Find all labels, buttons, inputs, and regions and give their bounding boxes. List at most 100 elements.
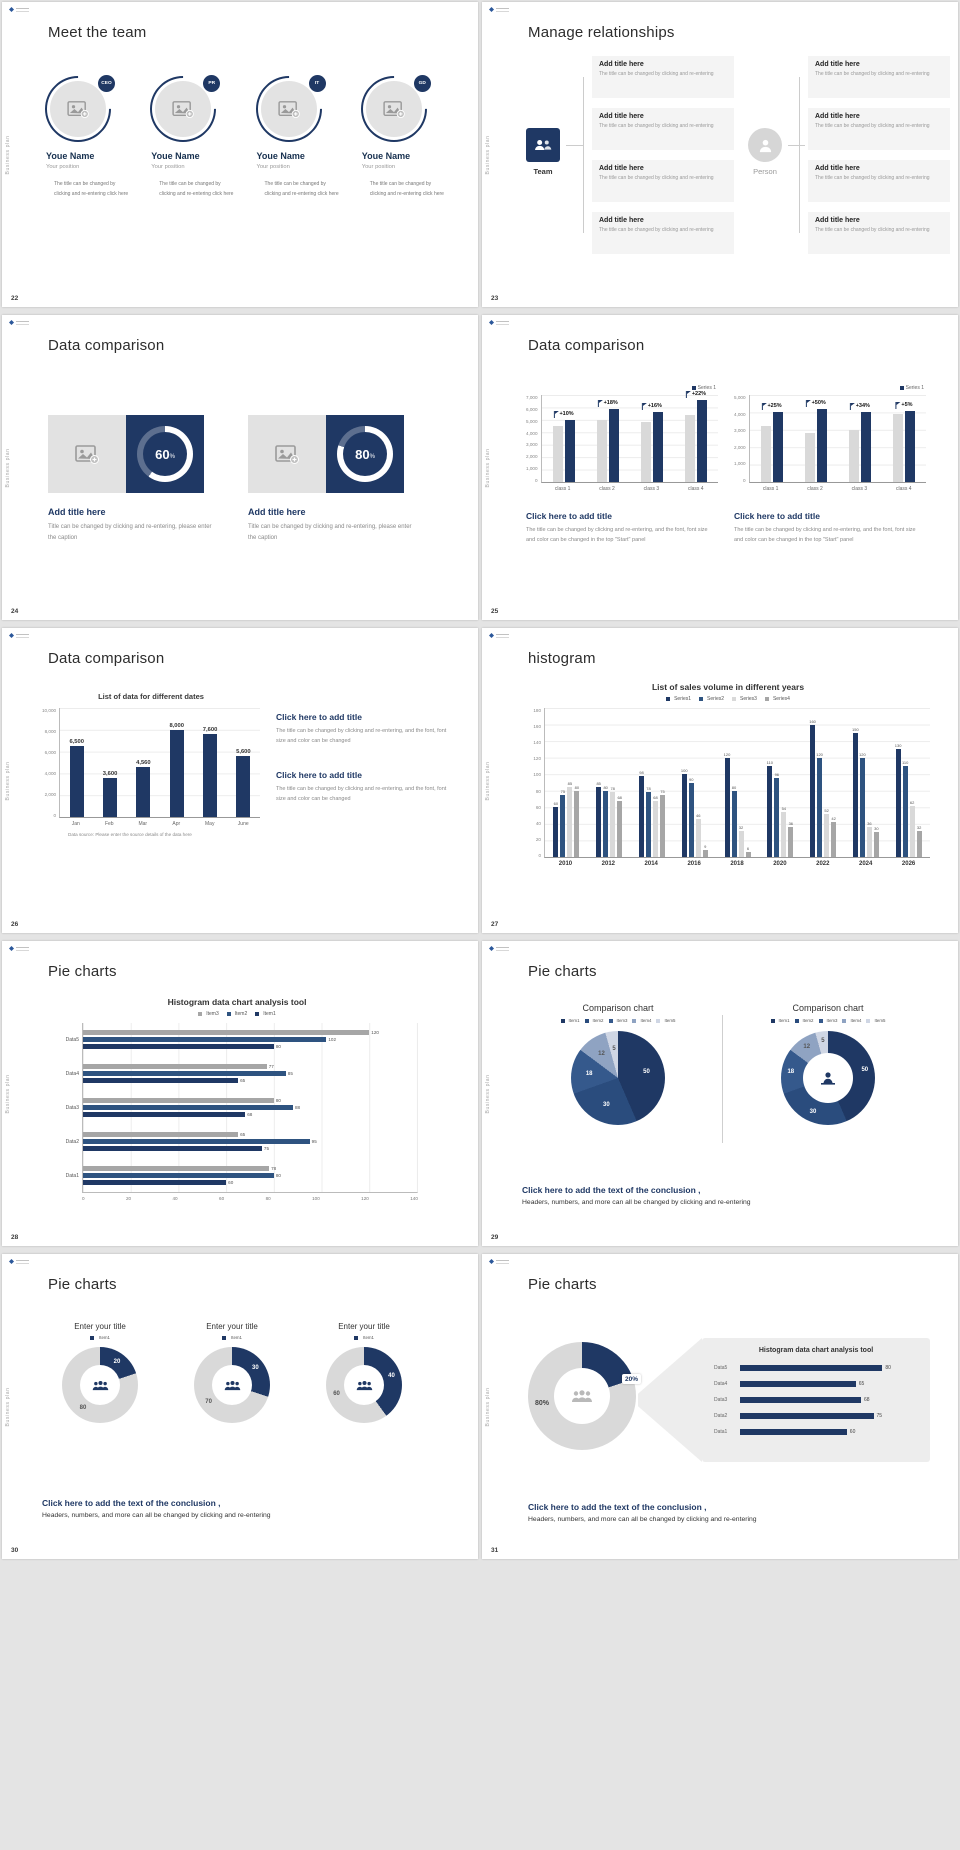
y-axis: 180 160 140 120 100 80 60 40 20 0 <box>526 708 544 858</box>
bar-value-label: 100 <box>680 768 688 774</box>
bar-annotation: +50% <box>805 399 826 407</box>
bar <box>740 1396 862 1403</box>
chart-title: Enter your title <box>206 1322 258 1331</box>
caption-title: Click here to add title <box>526 511 612 521</box>
slide-pie-charts-callout[interactable]: Business plan Pie charts 80% 20% Histogr… <box>482 1254 958 1559</box>
bar <box>203 734 218 817</box>
bar-column: 42 <box>831 708 837 857</box>
logo <box>489 320 509 325</box>
bar <box>695 818 701 857</box>
bar-column: 52 <box>824 708 830 857</box>
bar-annotation: +16% <box>641 403 662 411</box>
bar <box>816 408 827 482</box>
panel-bar-row: Data5 80 <box>714 1361 918 1374</box>
bar <box>83 1111 246 1117</box>
chart-title: List of data for different dates <box>98 692 204 701</box>
y-tick-label: 140 <box>533 740 541 746</box>
bar <box>696 399 707 482</box>
panel-bar-row: Data2 75 <box>714 1409 918 1422</box>
bar-group: 98 78 68 75 <box>631 708 674 857</box>
legend-swatch <box>732 697 736 701</box>
image-placeholder-icon <box>75 444 99 464</box>
conclusion-title: Click here to add the text of the conclu… <box>42 1498 221 1508</box>
image-placeholder-icon <box>172 100 194 118</box>
slide-data-comparison-bars[interactable]: Business plan Data comparison Series 1 7,… <box>482 315 958 620</box>
x-axis-labels: Jan Feb Mar Apr May June <box>59 821 260 827</box>
bar <box>916 830 922 857</box>
bar-annotation: +18% <box>597 399 618 407</box>
legend-label: Item3 <box>616 1018 628 1023</box>
block-title: Add title here <box>248 507 306 517</box>
relationship-box: Add title here The title can be changed b… <box>808 56 950 98</box>
legend-swatch <box>866 1018 871 1023</box>
bar-column: 78 <box>645 708 651 857</box>
bar-group: +34% <box>838 395 882 482</box>
bar <box>860 412 871 482</box>
team-members-row: CEO Youe Name Your position The title ca… <box>31 62 456 199</box>
bar-category-label: Data1 <box>714 1428 728 1435</box>
bar-value-label: 80 <box>731 784 737 790</box>
flag-icon <box>805 399 811 407</box>
flag-icon <box>895 401 901 409</box>
pie-slice-label: 5 <box>821 1037 825 1044</box>
y-tick-label: 6,000 <box>526 406 538 412</box>
legend-label: Item1 <box>778 1018 790 1023</box>
bar-value-label: 6,500 <box>69 739 84 746</box>
slide-pie-charts-hbar[interactable]: Business plan Pie charts Histogram data … <box>2 941 478 1246</box>
bar-chart: List of data for different dates 10,000 8… <box>42 692 260 837</box>
legend-label: Item5 <box>874 1018 886 1023</box>
donut-chart-panel: Comparison chart Item1 Item2 Item3 Item4 Ite… <box>728 1003 928 1125</box>
logo-icon <box>9 320 14 325</box>
caption-body: The title can be changed by clicking and… <box>734 527 916 543</box>
annotation-label: +16% <box>647 403 662 410</box>
bar-column: 9 <box>702 708 708 857</box>
chart-body: Data5 Data4 Data3 Data2 Data1 120 102 80 77 85 65 8… <box>56 1023 418 1193</box>
bar <box>83 1071 286 1077</box>
bar-value-label: 54 <box>781 806 787 812</box>
bar <box>740 1380 856 1387</box>
sidebar-caption: Business plan <box>5 1387 11 1426</box>
bar <box>895 749 901 857</box>
logo-text-placeholder <box>16 7 29 12</box>
legend-item: Item2 <box>794 1018 814 1023</box>
legend-item: Series3 <box>732 696 757 702</box>
bar-value-label: 9 <box>704 843 707 849</box>
slide-pie-charts-donuts[interactable]: Business plan Pie charts Enter your titl… <box>2 1254 478 1559</box>
bar-column: 80 <box>731 708 737 857</box>
legend-label: Series2 <box>707 696 724 702</box>
chart-body: 10,000 8,000 6,000 4,000 2,000 0 6,500 3,600 4,5… <box>42 708 260 827</box>
box-title: Add title here <box>599 165 644 172</box>
logo <box>9 320 29 325</box>
annotation-label: +18% <box>603 399 618 406</box>
slide-data-comparison-rings[interactable]: Business plan Data comparison 60% Add ti… <box>2 315 478 620</box>
slide-data-comparison-dates[interactable]: Business plan Data comparison List of da… <box>2 628 478 933</box>
divider <box>722 1015 723 1143</box>
chart-plot: +25% +50% +34% +5% <box>748 395 926 483</box>
data-source-note: Data source: Please enter the source det… <box>68 832 192 837</box>
y-axis: 10,000 8,000 6,000 4,000 2,000 0 <box>42 708 59 818</box>
slide-histogram[interactable]: Business plan histogram List of sales vo… <box>482 628 958 933</box>
box-title: Add title here <box>599 113 644 120</box>
x-tick-label: 2018 <box>730 861 744 867</box>
person-at-desk-icon <box>819 1071 837 1085</box>
legend-swatch <box>255 1012 260 1016</box>
relationship-box: Add title here The title can be changed b… <box>592 108 734 150</box>
bar-value-label: 60 <box>228 1179 234 1185</box>
slide-manage-relationships[interactable]: Business plan Manage relationships Team … <box>482 2 958 307</box>
bar-value-label: 7,600 <box>202 727 218 734</box>
conclusion: Click here to add the text of the conclu… <box>522 1185 932 1206</box>
bar-value-label: 68 <box>617 794 622 800</box>
bar-value-label: 68 <box>864 1396 870 1403</box>
box-title: Add title here <box>815 113 860 120</box>
pie-slice-label: 60 <box>333 1390 340 1397</box>
bar-value-label: 52 <box>824 807 829 813</box>
bar-value-label: 80 <box>275 1172 281 1178</box>
logo <box>489 7 509 12</box>
slide-meet-the-team[interactable]: Business plan Meet the team CEO Youe Nam… <box>2 2 478 307</box>
slide-pie-charts-comparison[interactable]: Business plan Pie charts Comparison char… <box>482 941 958 1246</box>
relationship-box: Add title here The title can be changed b… <box>592 56 734 98</box>
bar <box>564 419 575 482</box>
legend-label: Series 1 <box>905 385 924 391</box>
bar-annotation: +5% <box>895 401 913 409</box>
chart-caption: Click here to add title The title can be… <box>276 770 448 804</box>
